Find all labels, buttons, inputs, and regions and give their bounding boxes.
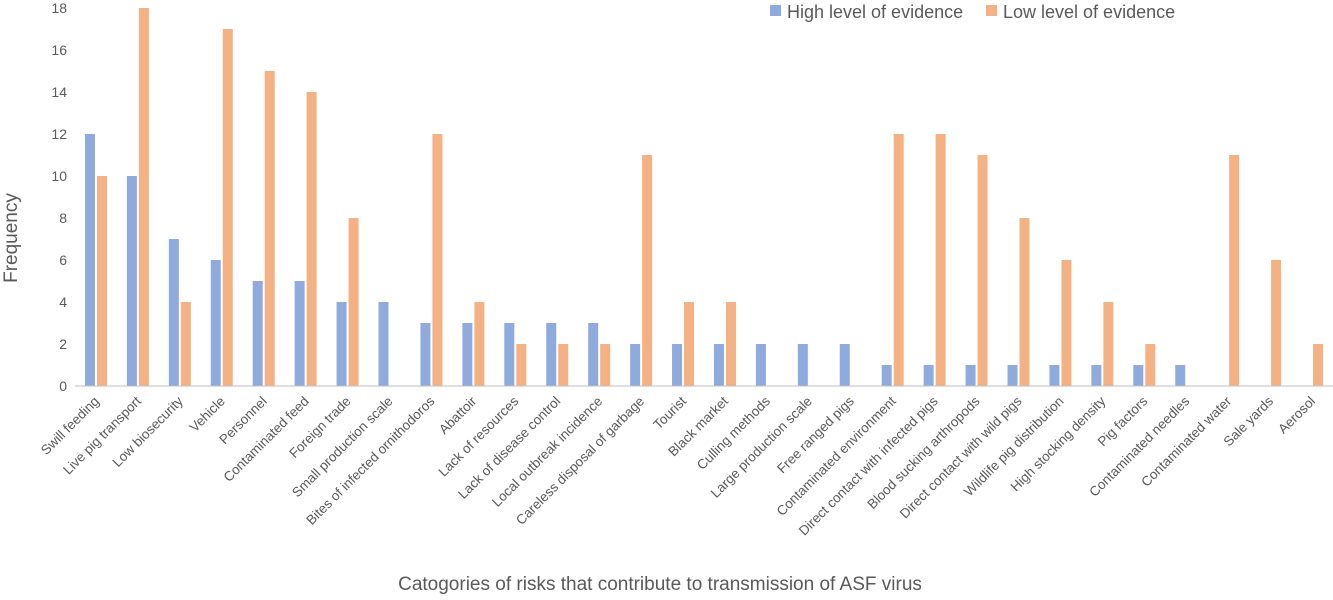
legend-swatch [770, 5, 781, 16]
bar-high-evidence [672, 344, 683, 386]
bars [84, 8, 1324, 386]
bar-low-evidence [306, 92, 317, 386]
bar-low-evidence [893, 134, 904, 386]
bar-high-evidence [210, 260, 221, 386]
y-axis-ticks: 0 2 4 6 8 10 12 14 16 18 [51, 0, 67, 394]
bar-high-evidence [1133, 365, 1144, 386]
bar-low-evidence [935, 134, 946, 386]
legend-label: Low level of evidence [1003, 2, 1175, 22]
y-tick-label: 12 [51, 126, 67, 142]
bar-low-evidence [1271, 260, 1282, 386]
y-axis-title: Frequency [1, 193, 22, 283]
bar-high-evidence [881, 365, 892, 386]
bar-high-evidence [378, 302, 389, 386]
bar-high-evidence [588, 323, 599, 386]
bar-high-evidence [1091, 365, 1102, 386]
y-tick-label: 10 [51, 168, 67, 184]
legend-label: High level of evidence [787, 2, 963, 22]
bar-high-evidence [168, 239, 179, 386]
bar-high-evidence [630, 344, 641, 386]
bar-low-evidence [684, 302, 695, 386]
x-axis-title: Catogories of risks that contribute to t… [398, 574, 922, 595]
bar-low-evidence [432, 134, 443, 386]
bar-high-evidence [1007, 365, 1018, 386]
bar-low-evidence [138, 8, 149, 386]
bar-low-evidence [642, 155, 653, 386]
bar-low-evidence [1103, 302, 1114, 386]
legend: High level of evidence Low level of evide… [770, 2, 1175, 22]
y-tick-label: 18 [51, 0, 67, 16]
bar-high-evidence [420, 323, 431, 386]
x-tick-label: Live pig transport [60, 393, 144, 477]
bar-low-evidence [725, 302, 736, 386]
y-tick-label: 16 [51, 42, 67, 58]
bar-high-evidence [839, 344, 850, 386]
bar-low-evidence [348, 218, 359, 386]
bar-low-evidence [96, 176, 107, 386]
y-tick-label: 2 [59, 336, 67, 352]
x-tick-label: Tourist [650, 393, 689, 432]
bar-low-evidence [474, 302, 485, 386]
bar-high-evidence [1049, 365, 1060, 386]
bar-low-evidence [600, 344, 611, 386]
bar-low-evidence [1229, 155, 1240, 386]
bar-low-evidence [1061, 260, 1072, 386]
bar-high-evidence [84, 134, 95, 386]
bar-high-evidence [252, 281, 263, 386]
x-tick-label: Free ranged pigs [774, 393, 857, 476]
bar-high-evidence [126, 176, 137, 386]
y-tick-label: 6 [59, 252, 67, 268]
bar-low-evidence [264, 71, 275, 386]
bar-high-evidence [462, 323, 473, 386]
bar-high-evidence [755, 344, 766, 386]
y-tick-label: 0 [59, 378, 67, 394]
bar-low-evidence [977, 155, 988, 386]
bar-high-evidence [965, 365, 976, 386]
bar-high-evidence [797, 344, 808, 386]
bar-high-evidence [1175, 365, 1186, 386]
bar-high-evidence [294, 281, 305, 386]
bar-low-evidence [1019, 218, 1030, 386]
bar-low-evidence [516, 344, 527, 386]
bar-high-evidence [546, 323, 557, 386]
bar-high-evidence [923, 365, 934, 386]
bar-low-evidence [222, 29, 233, 386]
x-tick-label: Vehicle [186, 394, 227, 435]
x-tick-label: Aerosol [1275, 394, 1318, 437]
y-tick-label: 4 [59, 294, 67, 310]
x-tick-label: Culling methods [694, 393, 773, 472]
bar-low-evidence [558, 344, 569, 386]
bar-high-evidence [713, 344, 724, 386]
bar-low-evidence [1313, 344, 1324, 386]
bar-high-evidence [504, 323, 515, 386]
bar-low-evidence [1145, 344, 1156, 386]
y-tick-label: 8 [59, 210, 67, 226]
y-tick-label: 14 [51, 84, 67, 100]
bar-high-evidence [336, 302, 347, 386]
legend-swatch [986, 5, 997, 16]
bar-low-evidence [180, 302, 191, 386]
